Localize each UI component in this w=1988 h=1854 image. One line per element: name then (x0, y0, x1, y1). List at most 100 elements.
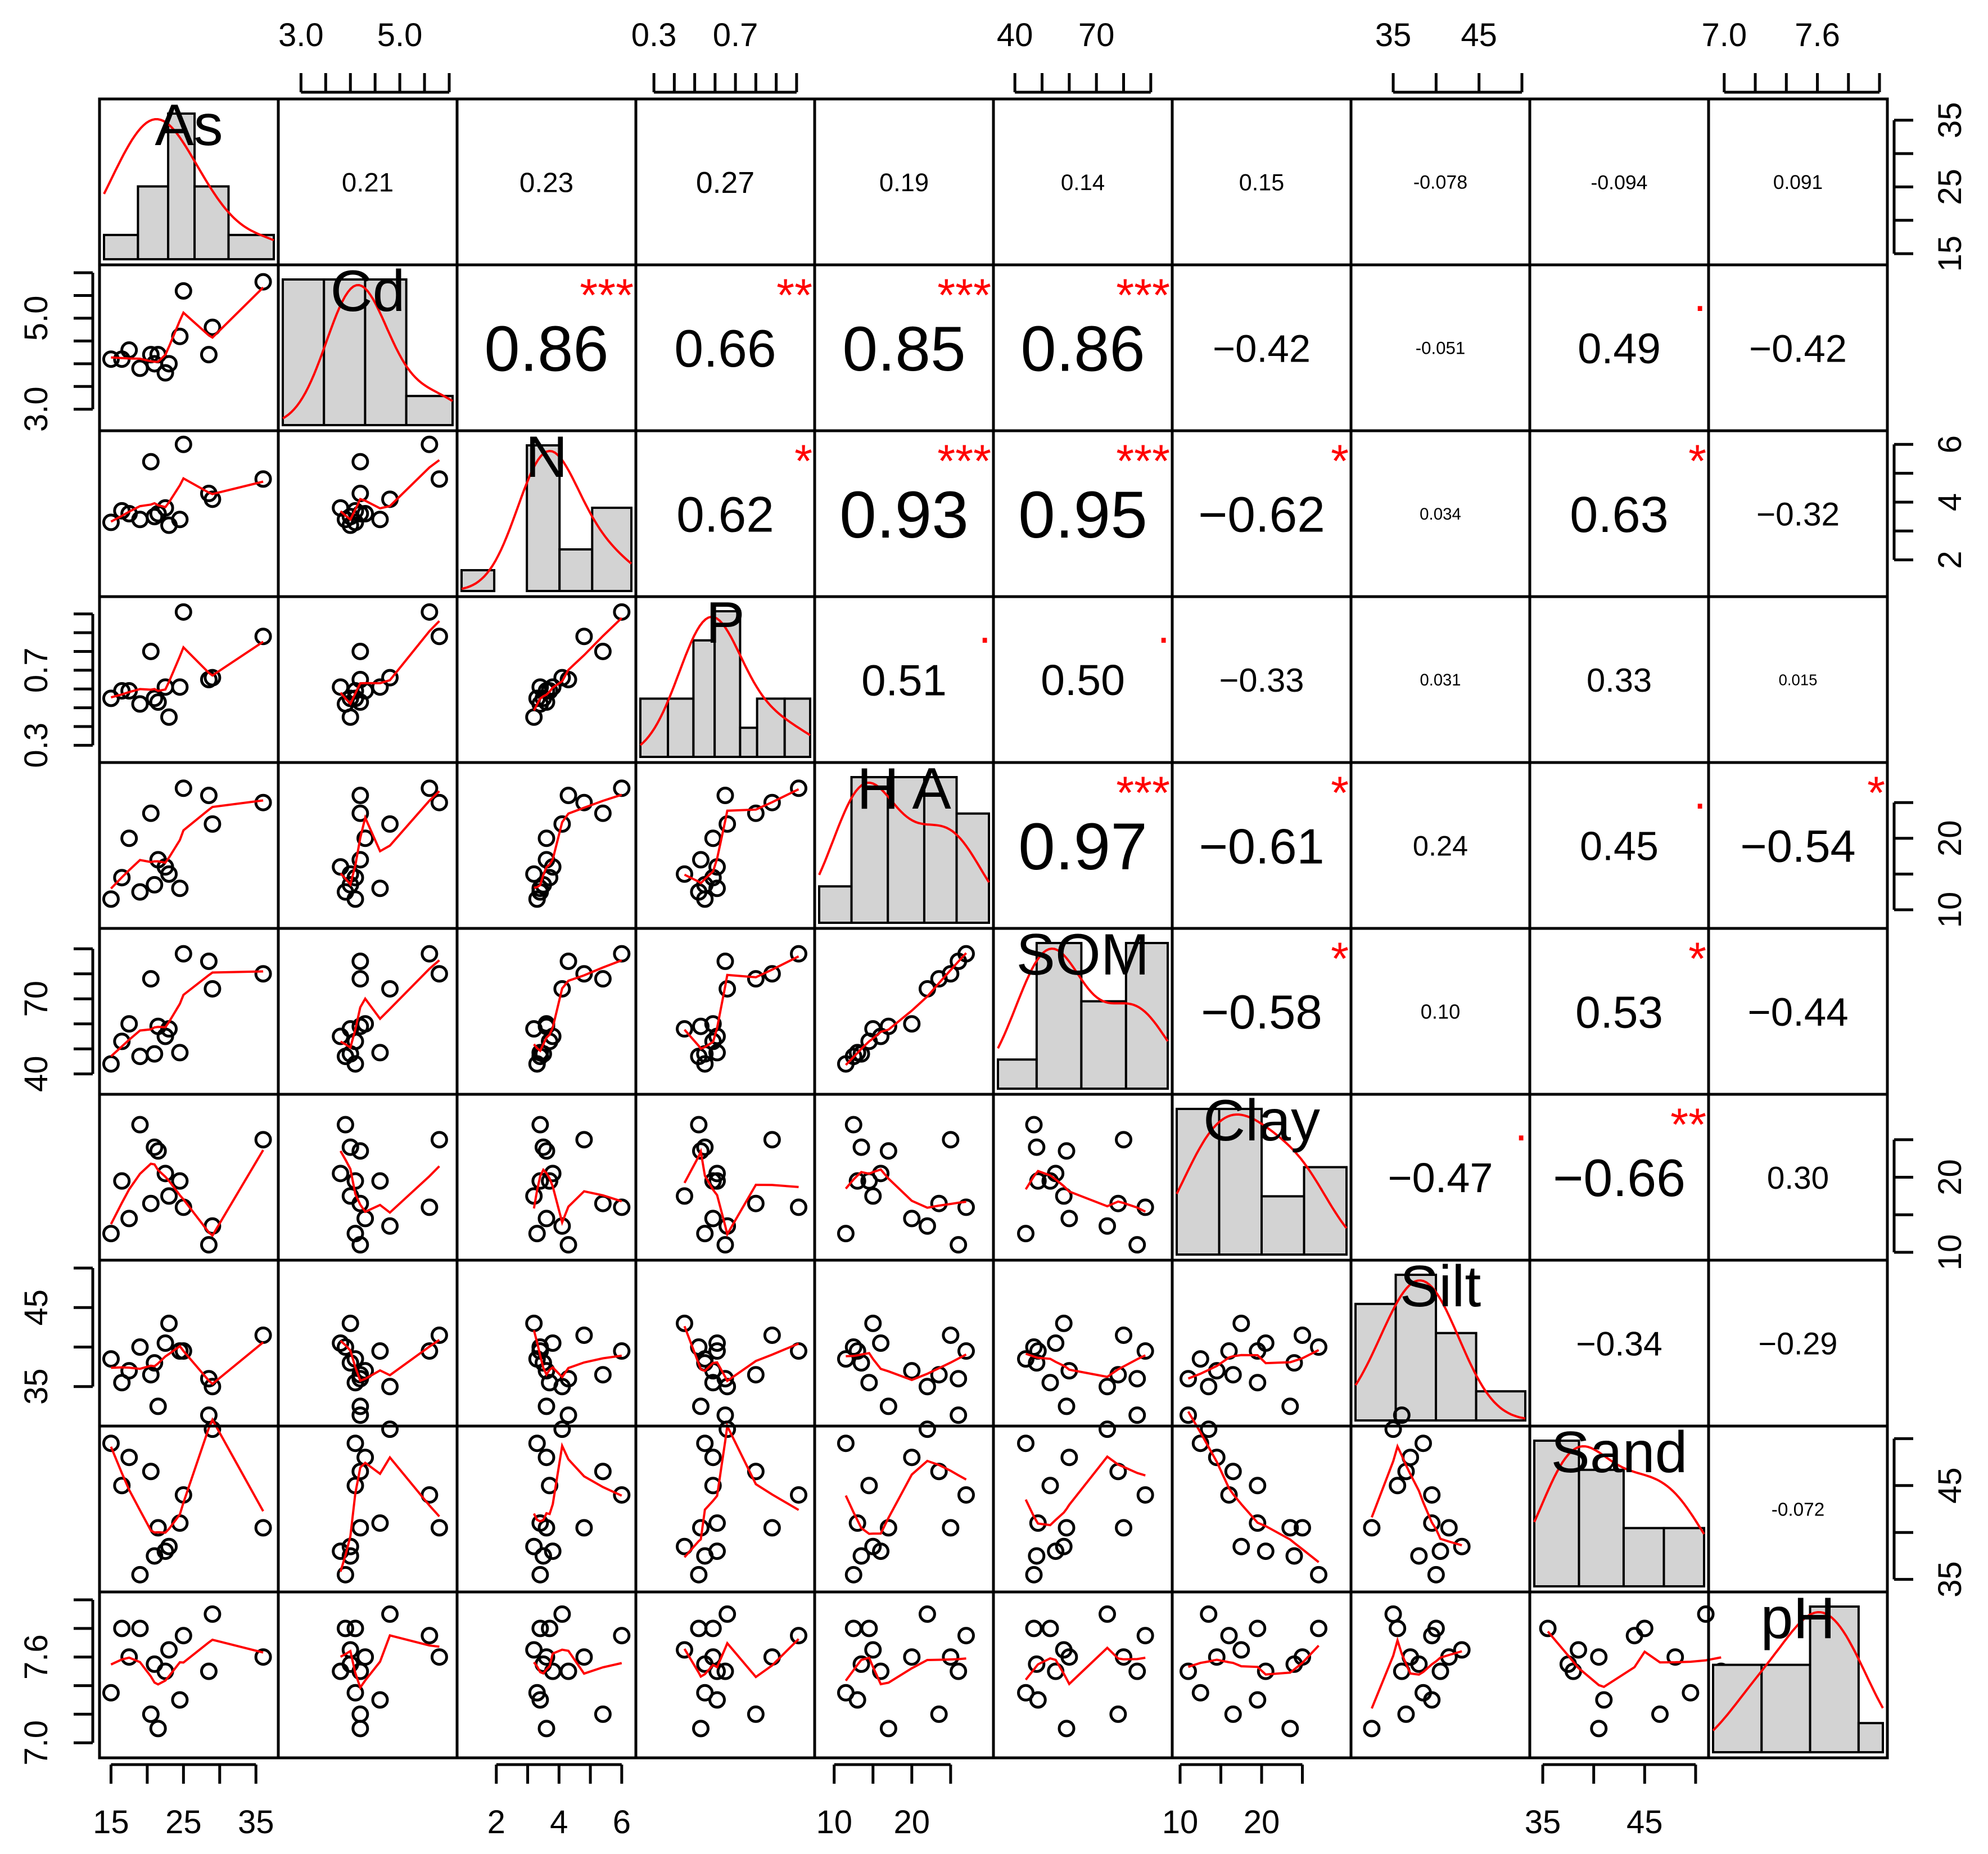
scatter-point (254, 1326, 272, 1344)
tick-label: 25 (1932, 169, 1968, 205)
scatter-point (351, 851, 369, 869)
panel-cd-sand: 0.49. (1528, 263, 1710, 432)
scatter-point (594, 804, 612, 822)
scatter-point (716, 1662, 734, 1680)
correlation-value: 0.62 (676, 486, 774, 543)
scatter-point (171, 879, 189, 897)
scatter-point (160, 1537, 178, 1555)
panel-ph-som (992, 1590, 1174, 1760)
scatter-point (747, 1366, 765, 1384)
panel-cd-cd: Cd (277, 259, 459, 432)
scatter-point (1028, 1655, 1046, 1673)
scatter-point (957, 1486, 975, 1504)
tick-label: 0.3 (631, 17, 677, 53)
scatter-point (1058, 1142, 1076, 1160)
scatter-point (1041, 1620, 1059, 1638)
scatter-point (790, 1486, 807, 1504)
tick-label: 10 (1162, 1804, 1199, 1841)
right-axis-h-a: 10 20 (1892, 801, 1968, 928)
scatter-point (171, 1044, 189, 1062)
scatter-point (708, 1342, 726, 1360)
scatter-point (430, 1519, 448, 1537)
scatter-point (146, 1045, 164, 1063)
scatter-point (1208, 1362, 1226, 1380)
variable-label: pH (1761, 1586, 1836, 1651)
scatter-point (528, 1684, 546, 1702)
scatter-point (930, 1194, 948, 1212)
scatter-point (537, 1397, 555, 1415)
scatter-point (704, 1477, 722, 1495)
scatter-point (1180, 1662, 1197, 1680)
panel-ph-n (455, 1590, 638, 1760)
scatter-point (1590, 1720, 1608, 1738)
scatter-point (852, 1547, 870, 1565)
scatter-point (1220, 1627, 1238, 1645)
scatter-point (525, 1641, 543, 1659)
scatter-point (1570, 1641, 1587, 1659)
significance-stars: * (1867, 768, 1885, 819)
scatter-point (336, 1338, 354, 1356)
scatter-point (531, 1566, 549, 1584)
panel-p-cd (277, 595, 459, 764)
scatter-point (131, 695, 149, 713)
scatter-point (848, 1342, 866, 1360)
scatter-point (575, 1131, 593, 1149)
scatter-point (120, 1210, 138, 1228)
tick-label: 0.7 (713, 17, 758, 53)
smooth-line (110, 799, 264, 890)
right-axis-as: 15 25 35 (1892, 102, 1968, 272)
scatter-point (1058, 1397, 1076, 1415)
scatter-point (1232, 1314, 1250, 1332)
smooth-line (532, 1330, 622, 1379)
significance-stars: *** (1116, 270, 1170, 321)
scatter-point (131, 1048, 149, 1066)
scatter-point (142, 453, 160, 471)
histogram-bar (850, 776, 889, 924)
scatter-point (381, 815, 399, 833)
scatter-point (903, 1449, 921, 1467)
scatter-point (1224, 1705, 1242, 1723)
scatter-point (1635, 1620, 1653, 1638)
scatter-point (525, 1537, 543, 1555)
panel-cd-h-a: 0.85*** (813, 263, 995, 432)
density-curve (282, 283, 454, 419)
scatter-point (204, 318, 222, 336)
panel-as-silt: -0.078 (1349, 97, 1531, 267)
bottom-axis-n: 2 4 6 (487, 1763, 631, 1841)
scatter-point (1249, 1342, 1267, 1360)
scatter-point (790, 1627, 807, 1645)
panel-border (1171, 1590, 1353, 1760)
scatter-point (200, 1662, 218, 1680)
correlation-value: −0.42 (1213, 327, 1311, 370)
correlation-value: 0.33 (1587, 661, 1652, 699)
scatter-point (790, 779, 807, 797)
histogram-bar (137, 185, 170, 260)
scatter-point (371, 1691, 389, 1709)
tick-label: 35 (1932, 102, 1968, 138)
scatter-point (332, 1165, 350, 1183)
panel-border (455, 595, 638, 764)
scatter-point (1363, 1519, 1381, 1537)
scatter-point (1099, 1378, 1116, 1396)
scatter-point (146, 1138, 164, 1156)
scatter-point (1294, 1519, 1311, 1537)
scatter-point (692, 851, 710, 869)
scatter-point (131, 1338, 149, 1356)
scatter-point (1384, 1420, 1402, 1438)
scatter-point (174, 282, 192, 300)
scatter-point (1294, 1326, 1311, 1344)
scatter-point (356, 505, 374, 522)
scatter-point (160, 708, 178, 726)
scatter-point (676, 1020, 693, 1038)
panel-border (277, 1093, 459, 1262)
smooth-line (844, 1459, 967, 1535)
scatter-point (204, 815, 222, 833)
scatter-point (844, 1566, 862, 1584)
histogram-bar (1394, 1274, 1438, 1422)
scatter-point (613, 1486, 631, 1504)
correlation-value: 0.21 (342, 168, 394, 198)
scatter-point (1224, 1366, 1242, 1384)
scatter-point (346, 1620, 364, 1638)
scatter-point (1041, 1477, 1059, 1495)
scatter-point (1025, 1116, 1043, 1134)
